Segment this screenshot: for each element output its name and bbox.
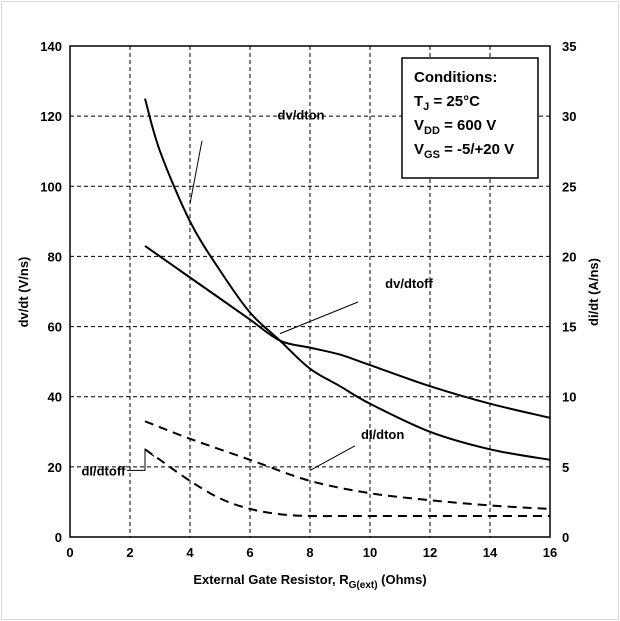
- y2-tick-label: 30: [562, 109, 576, 124]
- y-tick-label: 20: [48, 460, 62, 475]
- plot-area: [69, 45, 551, 538]
- y-tick-label: 40: [48, 390, 62, 405]
- series-line-dv-dton: [144, 98, 551, 461]
- annotation-label: dv/dtoff: [385, 276, 433, 291]
- condition-tj: TJ = 25°C: [414, 93, 480, 113]
- annotation-leader: [127, 448, 155, 471]
- y-tick-labels: 0 20 40 60 80 100 120 140: [40, 39, 62, 545]
- y-axis-title: dv/dt (V/ns): [16, 257, 31, 328]
- y2-tick-label: 0: [562, 530, 569, 545]
- annotation-leader: [279, 301, 359, 335]
- x-tick-label: 8: [306, 545, 313, 560]
- series-line-di-dtoff: [144, 448, 550, 518]
- x-tick-label: 4: [186, 545, 194, 560]
- y2-tick-label: 25: [562, 179, 576, 194]
- x-tick-label: 10: [363, 545, 377, 560]
- series-line-di-dton: [144, 420, 551, 510]
- x-tick-labels: 0 2 4 6 8 10 12 14 16: [66, 545, 557, 560]
- y2-tick-label: 10: [562, 390, 576, 405]
- y2-tick-label: 35: [562, 39, 576, 54]
- y-tick-label: 60: [48, 320, 62, 335]
- condition-vdd: VDD = 600 V: [414, 117, 496, 137]
- y-tick-label: 80: [48, 249, 62, 264]
- conditions-title: Conditions:: [414, 69, 497, 86]
- y2-tick-label: 20: [562, 249, 576, 264]
- x-tick-label: 12: [423, 545, 437, 560]
- y2-tick-labels: 0 5 10 15 20 25 30 35: [562, 39, 576, 545]
- y-tick-label: 120: [40, 109, 62, 124]
- y2-tick-label: 15: [562, 320, 576, 335]
- annotation-leader: [309, 445, 356, 471]
- conditions-box: Conditions: TJ = 25°C VDD = 600 V VGS = …: [401, 57, 539, 179]
- y2-tick-label: 5: [562, 460, 569, 475]
- annotations: dv/dton dv/dtoff dI/dton dI/dtoff: [81, 108, 433, 479]
- annotation-leader: [189, 140, 203, 204]
- y-tick-label: 0: [55, 530, 62, 545]
- series-lines: [144, 98, 551, 518]
- condition-vgs: VGS = -5/+20 V: [414, 141, 514, 161]
- y-tick-label: 140: [40, 39, 62, 54]
- x-axis-title: External Gate Resistor, RG(ext) (Ohms): [193, 572, 426, 591]
- x-tick-label: 14: [483, 545, 498, 560]
- x-tick-label: 6: [246, 545, 253, 560]
- y-tick-label: 100: [40, 179, 62, 194]
- x-tick-label: 0: [66, 545, 73, 560]
- x-tick-label: 2: [126, 545, 133, 560]
- y2-axis-title: di/dt (A/ns): [586, 258, 601, 326]
- annotation-label: dI/dton: [361, 427, 404, 442]
- annotation-label: dI/dtoff: [81, 464, 126, 479]
- annotation-label: dv/dton: [278, 108, 325, 123]
- series-line-dv-dtoff: [144, 245, 551, 419]
- x-tick-label: 16: [543, 545, 557, 560]
